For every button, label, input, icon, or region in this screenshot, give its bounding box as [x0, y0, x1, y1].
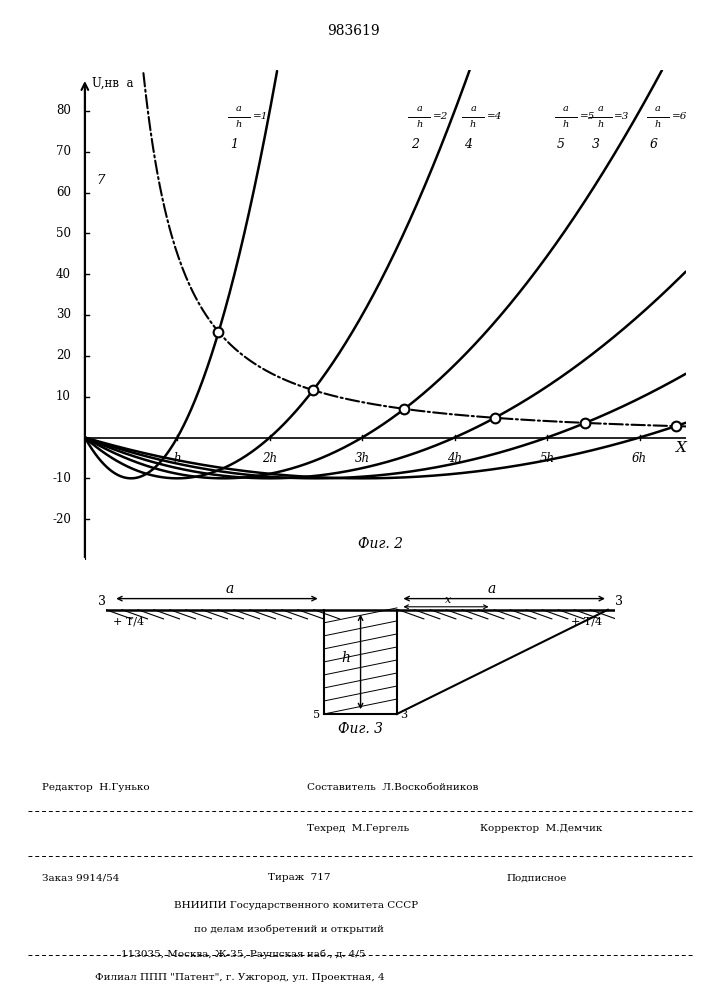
Text: + Т/4: + Т/4	[571, 617, 602, 627]
Text: x: x	[445, 595, 451, 605]
Text: 6h: 6h	[632, 452, 647, 465]
Text: X: X	[676, 441, 686, 455]
Text: по делам изобретений и открытий: по делам изобретений и открытий	[194, 925, 385, 934]
Text: h: h	[416, 120, 422, 129]
Text: 40: 40	[56, 268, 71, 281]
Text: 1: 1	[230, 138, 238, 151]
Text: 4: 4	[464, 138, 472, 151]
Text: 5h: 5h	[539, 452, 555, 465]
Text: h: h	[236, 120, 242, 129]
Text: + Т/4: + Т/4	[113, 617, 144, 627]
Text: 3: 3	[592, 138, 600, 151]
Text: a: a	[470, 104, 476, 113]
Text: a: a	[487, 582, 496, 596]
Text: =4: =4	[487, 112, 503, 121]
Text: Филиал ППП "Патент", г. Ужгород, ул. Проектная, 4: Филиал ППП "Патент", г. Ужгород, ул. Про…	[95, 972, 385, 982]
Text: h: h	[470, 120, 477, 129]
Text: h: h	[173, 452, 181, 465]
Text: ВНИИПИ Государственного комитета СССР: ВНИИПИ Государственного комитета СССР	[175, 900, 419, 910]
Text: 2: 2	[411, 138, 419, 151]
Text: 30: 30	[56, 308, 71, 322]
Text: =2: =2	[433, 112, 448, 121]
Text: a: a	[563, 104, 568, 113]
Text: Подписное: Подписное	[507, 874, 567, 882]
Text: 5: 5	[313, 710, 320, 720]
Text: a: a	[655, 104, 661, 113]
Text: Составитель  Л.Воскобойников: Составитель Л.Воскобойников	[308, 784, 479, 792]
Text: =5: =5	[580, 112, 595, 121]
Text: a: a	[597, 104, 604, 113]
Text: 3: 3	[615, 595, 623, 608]
Text: 20: 20	[56, 349, 71, 362]
Text: 70: 70	[56, 145, 71, 158]
Text: h: h	[341, 651, 351, 665]
Text: 80: 80	[56, 104, 71, 117]
Text: h: h	[597, 120, 604, 129]
Text: U,нв  a: U,нв a	[92, 76, 134, 89]
Text: 3: 3	[98, 595, 106, 608]
Text: Фиг. 2: Фиг. 2	[358, 537, 403, 551]
Text: 10: 10	[56, 390, 71, 403]
Text: 4h: 4h	[447, 452, 462, 465]
Text: Корректор  М.Демчик: Корректор М.Демчик	[480, 824, 602, 833]
Text: 60: 60	[56, 186, 71, 199]
Text: Техред  М.Гергель: Техред М.Гергель	[308, 824, 409, 833]
Text: 3: 3	[401, 710, 408, 720]
Text: 7: 7	[96, 174, 105, 187]
Text: 983619: 983619	[327, 24, 380, 38]
Text: a: a	[416, 104, 422, 113]
Text: 5: 5	[557, 138, 565, 151]
Text: =6: =6	[672, 112, 687, 121]
Text: -10: -10	[52, 472, 71, 485]
Text: a: a	[226, 582, 234, 596]
Text: Редактор  Н.Гунько: Редактор Н.Гунько	[42, 784, 149, 792]
Text: 113035, Москва, Ж-35, Раушская наб., д. 4/5: 113035, Москва, Ж-35, Раушская наб., д. …	[122, 950, 366, 959]
Text: h: h	[655, 120, 661, 129]
Text: 3h: 3h	[355, 452, 370, 465]
Text: 6: 6	[650, 138, 658, 151]
Text: h: h	[563, 120, 568, 129]
Text: =3: =3	[614, 112, 630, 121]
Text: a: a	[236, 104, 242, 113]
Text: -20: -20	[52, 513, 71, 526]
Text: 2h: 2h	[262, 452, 277, 465]
Text: Тираж  717: Тираж 717	[267, 874, 330, 882]
Text: 50: 50	[56, 227, 71, 240]
Text: Заказ 9914/54: Заказ 9914/54	[42, 874, 119, 882]
Text: =1: =1	[253, 112, 268, 121]
Text: Фиг. 3: Фиг. 3	[338, 722, 383, 736]
